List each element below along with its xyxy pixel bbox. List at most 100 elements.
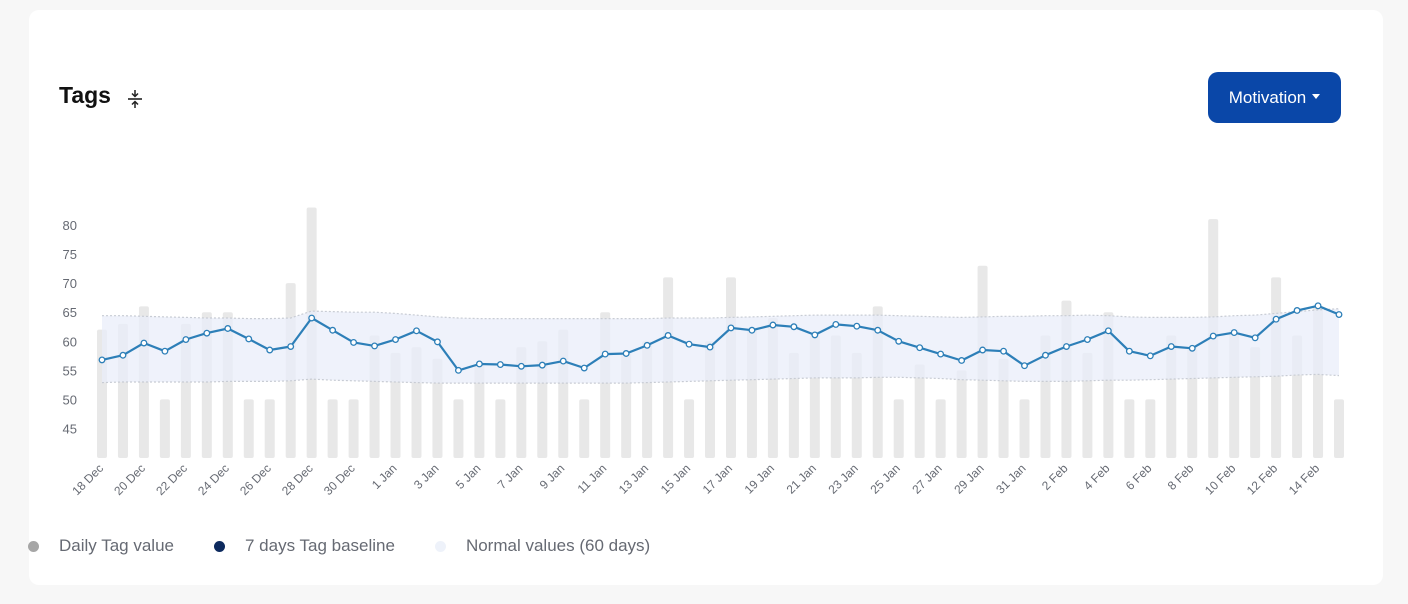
- bar: [159, 399, 170, 458]
- y-tick-label: 70: [63, 276, 77, 291]
- bar: [243, 399, 254, 458]
- bar: [348, 399, 359, 458]
- bar: [453, 399, 464, 458]
- baseline-point: [1293, 307, 1301, 314]
- baseline-point: [434, 338, 441, 346]
- baseline-point: [1062, 343, 1070, 350]
- x-tick-label: 11 Jan: [575, 461, 610, 496]
- baseline-point: [769, 321, 777, 329]
- baseline-point: [790, 323, 798, 331]
- x-tick-label: 6 Feb: [1123, 461, 1155, 493]
- bar: [788, 352, 799, 458]
- bar: [1145, 399, 1156, 458]
- bar: [914, 364, 925, 458]
- baseline-point: [1314, 302, 1322, 310]
- legend-item-baseline[interactable]: 7 days Tag baseline: [213, 536, 395, 556]
- caret-down-icon: [1312, 94, 1321, 99]
- bar: [851, 352, 862, 458]
- baseline-point: [350, 338, 358, 346]
- baseline-point: [1167, 343, 1175, 350]
- legend-marker: [28, 540, 39, 552]
- bar: [956, 370, 967, 458]
- normal-range-band: [102, 308, 1339, 384]
- baseline-point: [1042, 351, 1049, 359]
- x-tick-label: 29 Jan: [951, 461, 986, 496]
- baseline-point: [329, 326, 337, 334]
- x-tick-label: 19 Jan: [742, 461, 777, 496]
- x-tick-label: 30 Dec: [321, 461, 358, 498]
- tags-card: Tags Motivation: [29, 10, 1383, 585]
- x-tick-label: 15 Jan: [658, 461, 693, 496]
- x-tick-label: 8 Feb: [1165, 461, 1197, 493]
- baseline-point: [643, 341, 651, 349]
- x-tick-label: 24 Dec: [195, 461, 232, 498]
- baseline-point: [1125, 347, 1133, 355]
- baseline-point: [1083, 336, 1091, 343]
- x-tick-label: 17 Jan: [700, 461, 735, 496]
- baseline-line: [101, 304, 1340, 372]
- y-tick-label: 80: [63, 218, 77, 233]
- legend-marker: [434, 540, 446, 552]
- baseline-point: [1104, 327, 1112, 335]
- legend-label: Normal values (60 days): [465, 536, 651, 555]
- baseline-point: [392, 336, 399, 343]
- baseline-point: [496, 361, 504, 368]
- baseline-point: [371, 342, 379, 350]
- legend-item-daily[interactable]: Daily Tag value: [28, 536, 174, 556]
- bar: [998, 358, 1009, 458]
- x-tick-label: 27 Jan: [909, 461, 944, 496]
- x-tick-label: 18 Dec: [69, 461, 106, 498]
- baseline-point: [685, 340, 693, 348]
- baseline-point: [1146, 352, 1154, 360]
- baseline-point: [895, 337, 903, 345]
- x-tick-label: 28 Dec: [279, 461, 316, 498]
- baseline-point: [538, 361, 546, 369]
- baseline-point: [979, 346, 987, 354]
- baseline-point: [853, 322, 861, 330]
- baseline-point: [1021, 362, 1028, 370]
- bar: [1019, 399, 1030, 458]
- bar: [1124, 399, 1135, 458]
- x-tick-label: 20 Dec: [111, 461, 148, 498]
- bar: [684, 399, 695, 458]
- bar: [1334, 399, 1344, 458]
- baseline-point: [98, 356, 106, 364]
- baseline-point: [1272, 315, 1280, 323]
- baseline-point: [664, 332, 672, 339]
- x-tick-label: 1 Jan: [369, 461, 400, 492]
- dropdown-label: Motivation: [1228, 87, 1307, 107]
- baseline-point: [1251, 334, 1259, 342]
- baseline-point: [140, 339, 148, 347]
- x-tick-label: 12 Feb: [1244, 461, 1281, 498]
- normal-range-upper: [102, 308, 1340, 320]
- y-tick-label: 75: [63, 247, 77, 262]
- legend-label: 7 days Tag baseline: [244, 536, 395, 555]
- baseline-point: [161, 347, 169, 355]
- tag-select-dropdown[interactable]: Motivation: [1208, 72, 1341, 123]
- y-tick-label: 65: [63, 305, 77, 320]
- baseline-point: [1000, 347, 1007, 355]
- x-tick-label: 14 Feb: [1286, 461, 1323, 498]
- y-tick-label: 50: [63, 392, 77, 407]
- x-tick-label: 31 Jan: [993, 461, 1028, 496]
- legend-label: Daily Tag value: [59, 536, 174, 555]
- bar: [495, 399, 506, 458]
- collapse-vertical-icon[interactable]: [127, 89, 143, 114]
- baseline-point: [748, 326, 756, 334]
- x-tick-label: 3 Jan: [411, 461, 442, 492]
- baseline-point: [706, 343, 714, 351]
- y-tick-label: 45: [63, 422, 77, 437]
- x-tick-label: 26 Dec: [237, 461, 274, 498]
- baseline-point: [727, 324, 735, 332]
- x-tick-label: 10 Feb: [1202, 461, 1239, 498]
- legend-item-normal[interactable]: Normal values (60 days): [434, 536, 651, 556]
- baseline-point: [622, 350, 630, 357]
- y-tick-label: 60: [63, 334, 77, 349]
- baseline-point: [245, 335, 253, 343]
- baseline-point: [811, 331, 819, 339]
- x-tick-label: 5 Jan: [453, 461, 484, 492]
- baseline-point: [559, 357, 567, 365]
- baseline-point: [224, 325, 232, 332]
- baseline-point: [203, 329, 211, 337]
